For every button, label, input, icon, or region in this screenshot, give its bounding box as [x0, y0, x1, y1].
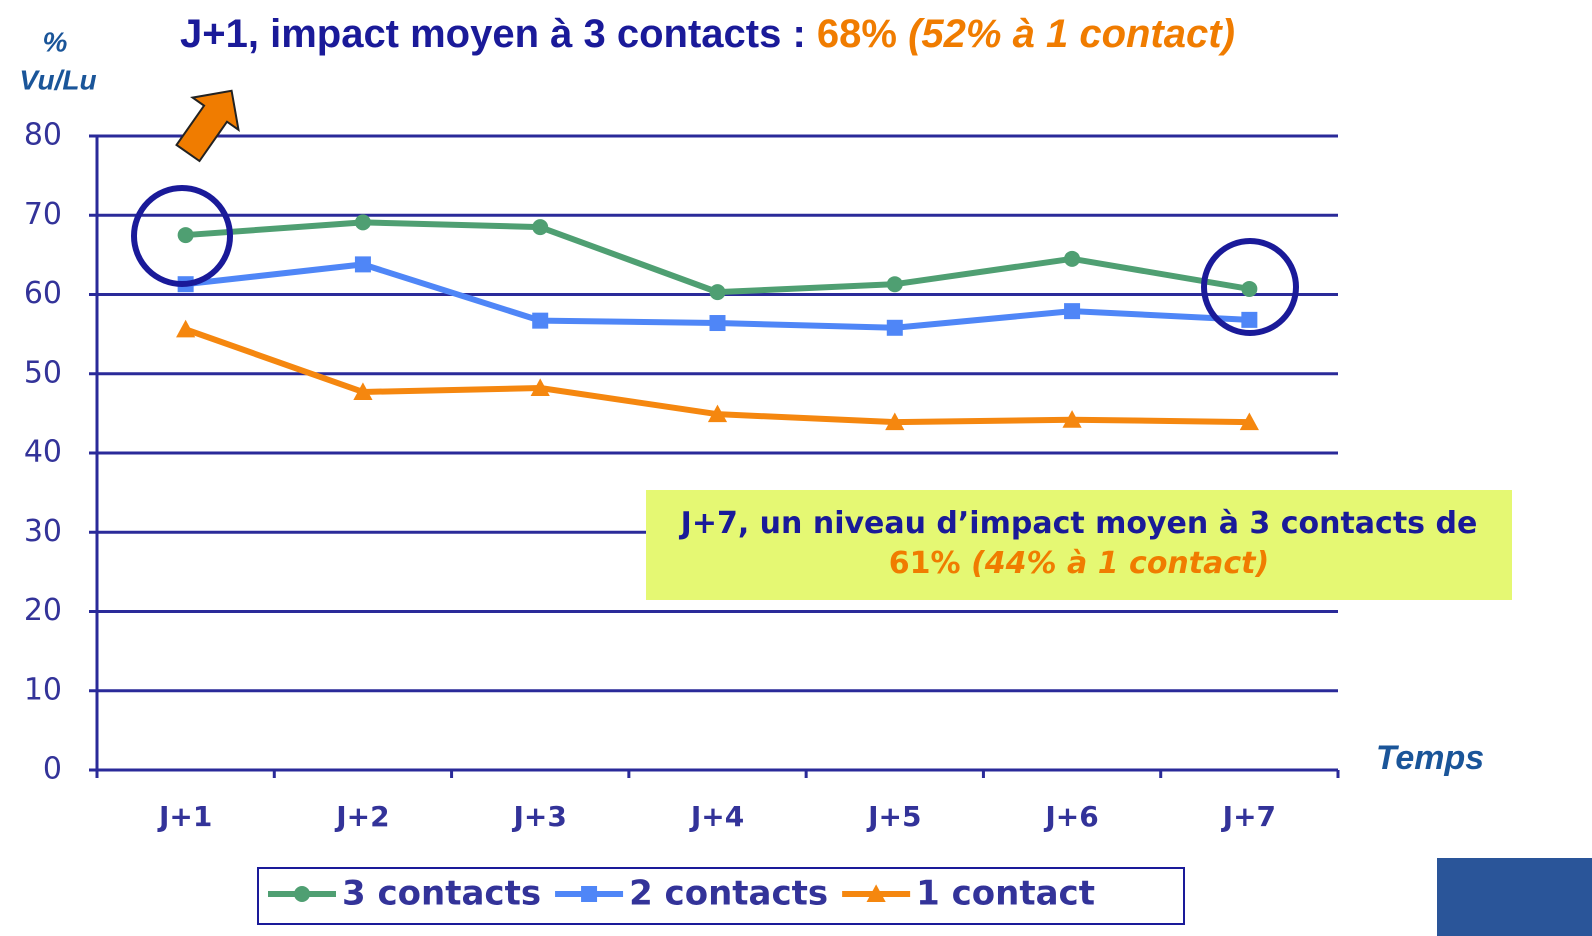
series-line [185, 219, 1250, 296]
marker [1064, 303, 1081, 320]
y-tick-label: 0 [43, 752, 62, 787]
marker [176, 319, 196, 338]
marker [707, 404, 728, 423]
x-tick-label: J+2 [334, 800, 389, 833]
y-tick-label: 50 [24, 355, 62, 390]
marker [354, 256, 371, 273]
y-label: % [43, 26, 68, 57]
marker [866, 884, 886, 902]
plot: 0 10 20 30 40 50 60 70 80 J+1 J+2 J+3 J+4 J+5 J+6 J+7 [24, 118, 1340, 833]
highlight-circle [1201, 238, 1299, 336]
marker [530, 378, 550, 397]
marker [294, 886, 310, 902]
corner-block [1437, 858, 1592, 936]
title: J+1, impact moyen à 3 contacts : 68% (52… [180, 12, 1235, 57]
marker [1239, 412, 1259, 431]
x-tick-label: J+7 [1221, 800, 1276, 833]
marker [177, 227, 194, 244]
y-label: Vu/Lu [19, 64, 96, 95]
marker [353, 382, 373, 400]
annotation: J+7, un niveau d’impact moyen à 3 contac… [646, 490, 1512, 600]
legend-box [257, 867, 1185, 925]
x-tick-label: J+4 [689, 800, 744, 833]
x-label: Temps [1376, 739, 1484, 777]
marker [581, 886, 598, 902]
arrow [175, 89, 240, 163]
annotation-main: J+7, un niveau d’impact moyen à 3 contac… [680, 506, 1478, 541]
x-tick-label: J+3 [512, 800, 567, 833]
y-tick-label: 80 [24, 118, 62, 153]
marker [886, 319, 903, 336]
annotation-highlight: 61% [888, 546, 961, 581]
marker [532, 312, 549, 329]
y-tick-label: 40 [24, 435, 62, 470]
y-tick-label: 70 [24, 197, 62, 232]
x-tick-label: J+6 [1043, 800, 1098, 833]
highlight-circle [131, 185, 233, 287]
title-note: (52% à 1 contact) [908, 12, 1235, 56]
legend-label: 2 contacts [629, 874, 828, 914]
marker [1241, 280, 1258, 297]
marker [1064, 250, 1081, 267]
legend-label: 3 contacts [342, 874, 541, 914]
marker [885, 412, 905, 431]
y-tick-label: 20 [24, 593, 62, 628]
marker [354, 214, 371, 231]
marker [1062, 410, 1082, 428]
marker [886, 276, 903, 293]
annotation-note: (44% à 1 contact) [971, 546, 1270, 581]
y-tick-label: 30 [24, 514, 62, 549]
x-tick-label: J+5 [866, 800, 921, 833]
title-main: J+1, impact moyen à 3 contacts : [180, 12, 817, 56]
marker [1241, 311, 1258, 328]
marker [532, 219, 549, 236]
y-tick-label: 60 [24, 276, 62, 311]
x-tick-label: J+1 [157, 800, 212, 833]
legend-label: 1 contact [916, 874, 1095, 914]
y-tick-label: 10 [24, 672, 62, 707]
title-highlight: 68% [816, 12, 897, 56]
marker [709, 315, 726, 332]
marker [709, 284, 726, 301]
